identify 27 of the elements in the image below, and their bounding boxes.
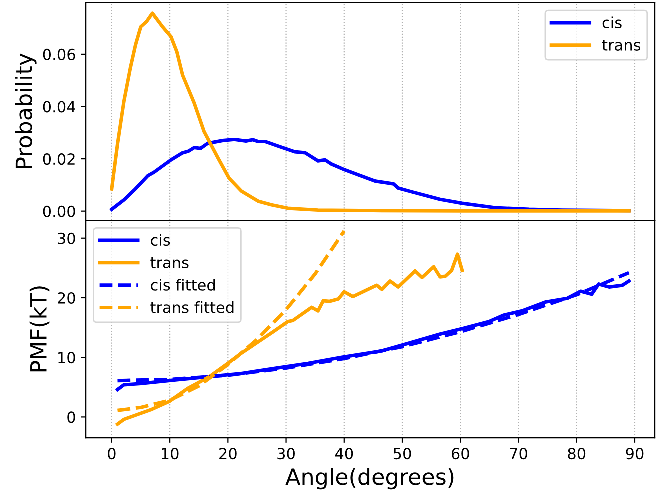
x-tick-label: 10 (162, 448, 179, 460)
legend-label: cis fitted (151, 279, 216, 291)
y-tick-label: 10 (58, 352, 76, 364)
x-tick-label: 70 (510, 448, 528, 460)
y-tick-label: 0.06 (43, 48, 76, 60)
legend-label: trans fitted (150, 302, 234, 314)
x-tick-label: 80 (568, 448, 586, 460)
y-tick-label: 20 (58, 292, 76, 304)
x-tick-label: 60 (452, 448, 470, 460)
y-tick-label: 0.00 (43, 206, 76, 218)
y-tick-label: 0 (68, 412, 76, 424)
x-tick-label: 50 (394, 448, 412, 460)
y-tick-label: 30 (58, 232, 76, 244)
x-axis-title: Angle(degrees) (286, 468, 454, 490)
y-axis-title: Probability (15, 54, 37, 168)
legend-label: trans (150, 258, 189, 268)
legend-label: trans (602, 40, 641, 51)
x-tick-label: 0 (108, 448, 116, 460)
legend-label: cis (151, 234, 170, 246)
y-axis-title: PMF(kT) (30, 286, 50, 372)
y-tick-label: 0.02 (43, 154, 75, 166)
x-tick-label: 90 (626, 448, 644, 460)
legend-label: cis (602, 16, 622, 29)
x-tick-label: 40 (335, 448, 354, 460)
y-tick-label: 0.04 (43, 101, 76, 113)
x-tick-label: 30 (278, 448, 295, 460)
x-tick-label: 20 (220, 448, 237, 460)
